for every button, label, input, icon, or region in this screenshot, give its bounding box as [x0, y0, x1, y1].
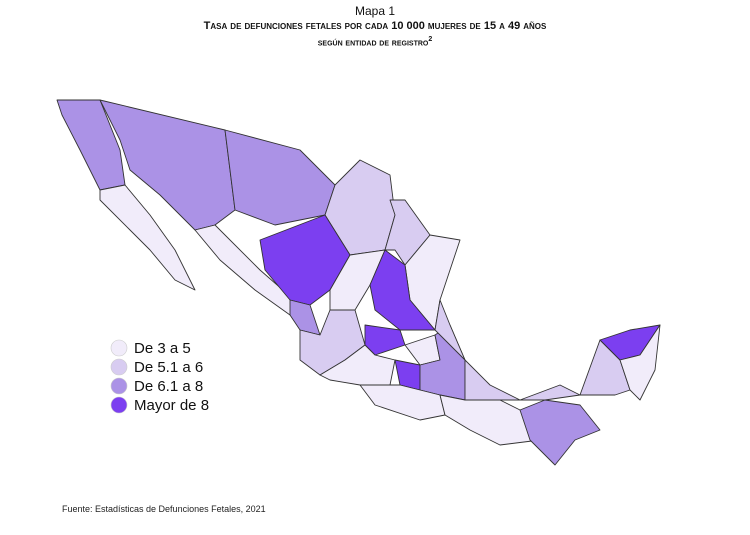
map-subtitle: según entidad de registro2	[0, 36, 750, 48]
source-note: Fuente: Estadísticas de Defunciones Feta…	[62, 504, 266, 514]
legend-label: De 5.1 a 6	[134, 359, 203, 376]
state	[519, 384, 581, 401]
legend-swatch	[110, 339, 128, 357]
state	[364, 324, 406, 356]
subtitle-text: según entidad de registro	[317, 37, 429, 49]
state	[99, 184, 196, 291]
map-title: Tasa de defunciones fetales por cada 10 …	[203, 20, 547, 32]
legend-label: De 6.1 a 8	[134, 378, 203, 395]
footnote-mark: 2	[428, 36, 433, 43]
state	[519, 399, 601, 466]
state	[619, 324, 661, 401]
legend-swatch	[110, 358, 128, 376]
legend: De 3 a 5 De 5.1 a 6 De 6.1 a 8 Mayor de 8	[110, 339, 209, 414]
legend-swatch	[110, 396, 128, 414]
state	[259, 214, 351, 306]
state	[434, 299, 521, 401]
legend-swatch	[110, 377, 128, 395]
state	[369, 249, 436, 331]
state	[224, 129, 336, 226]
legend-label: De 3 a 5	[134, 340, 191, 357]
state	[289, 299, 321, 336]
legend-label: Mayor de 8	[134, 397, 209, 414]
state	[384, 199, 431, 266]
state	[404, 334, 441, 366]
states	[56, 99, 661, 466]
map-label: Mapa 1	[354, 4, 396, 18]
